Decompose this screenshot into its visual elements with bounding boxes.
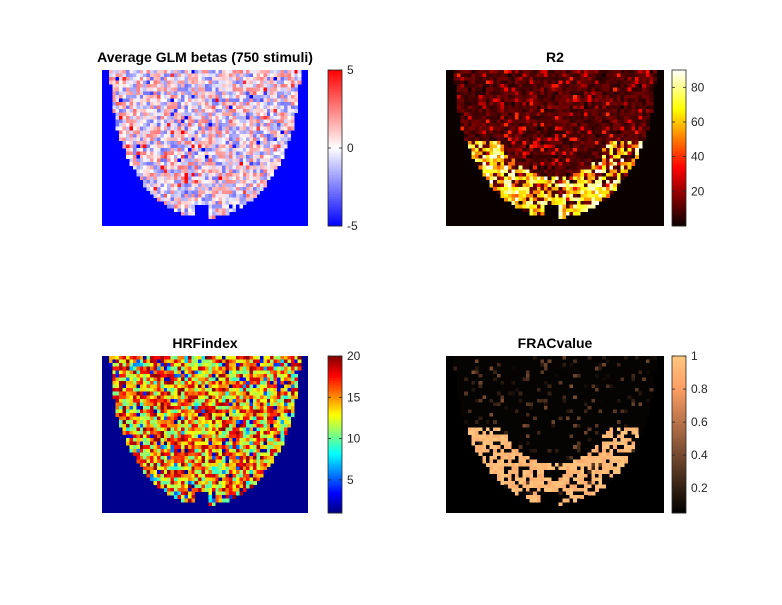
colorbar: 5 10 15 20 bbox=[327, 349, 361, 514]
image-pixels bbox=[108, 356, 302, 507]
colorbar-tick-label: 20 bbox=[691, 184, 705, 198]
panel-title: Average GLM betas (750 stimuli) bbox=[97, 49, 313, 65]
image-pixels bbox=[453, 356, 658, 507]
panel-3: FRACvalue 0.2 0.4 0.6 0.8 1 bbox=[446, 335, 708, 514]
panel-1: R2 20 40 60 80 bbox=[446, 49, 705, 227]
colorbar-tick-label: 80 bbox=[691, 80, 705, 94]
colorbar-frame bbox=[671, 355, 687, 514]
colorbar-tick-label: 5 bbox=[347, 63, 354, 77]
colorbar-tick-label: 20 bbox=[347, 349, 361, 363]
colorbar-tick-label: 0 bbox=[347, 141, 354, 155]
colorbar: 20 40 60 80 bbox=[671, 69, 705, 227]
colorbar-tick-label: 10 bbox=[347, 432, 361, 446]
colorbar-tick-label: 0.4 bbox=[691, 448, 708, 462]
colorbar-tick-label: -5 bbox=[347, 219, 358, 233]
panel-title: HRFindex bbox=[172, 335, 238, 351]
colorbar-tick-label: 15 bbox=[347, 390, 361, 404]
colorbar-tick-label: 0.2 bbox=[691, 481, 708, 495]
image-pixels bbox=[108, 70, 302, 220]
colorbar: 0.2 0.4 0.6 0.8 1 bbox=[671, 349, 708, 514]
colorbar-tick-label: 5 bbox=[347, 473, 354, 487]
panel-title: FRACvalue bbox=[518, 335, 593, 351]
colorbar-tick-label: 60 bbox=[691, 115, 705, 129]
colorbar-tick-label: 0.6 bbox=[691, 415, 708, 429]
colorbar-tick-label: 40 bbox=[691, 150, 705, 164]
colorbar-tick-label: 1 bbox=[691, 349, 698, 363]
colorbar-frame bbox=[327, 355, 343, 514]
panel-0: Average GLM betas (750 stimuli) -5 0 5 bbox=[97, 49, 358, 233]
colorbar-frame bbox=[671, 69, 687, 227]
panel-2: HRFindex 5 10 15 20 bbox=[102, 335, 361, 514]
image-pixels bbox=[453, 70, 658, 220]
colorbar-tick-label: 0.8 bbox=[691, 382, 708, 396]
colorbar: -5 0 5 bbox=[327, 63, 358, 233]
panel-title: R2 bbox=[546, 49, 564, 65]
